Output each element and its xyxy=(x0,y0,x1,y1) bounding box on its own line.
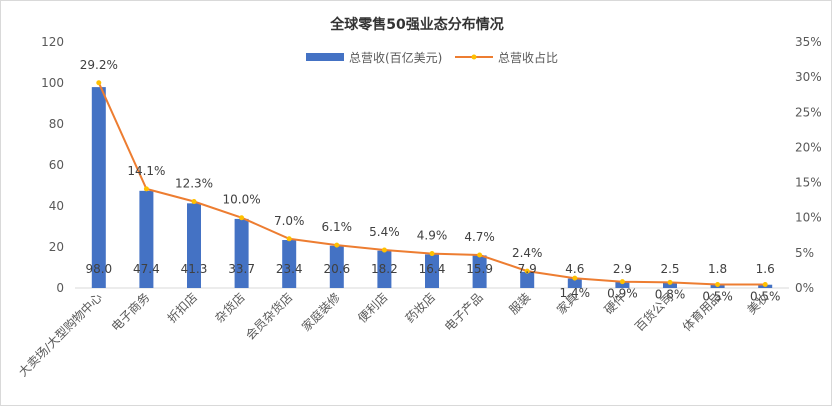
left-axis-tick-label: 60 xyxy=(49,158,64,172)
share-point xyxy=(239,215,245,221)
revenue-value-label: 23.4 xyxy=(276,262,303,276)
revenue-bar xyxy=(139,190,154,288)
bar-labels: 98.0 47.4 41.3 33.7 23.4 20.6 18.2 16.4 15.9 7.9 4… xyxy=(85,262,774,276)
revenue-bar xyxy=(425,254,439,288)
bars xyxy=(91,87,773,288)
share-point xyxy=(429,251,435,257)
revenue-value-label: 7.9 xyxy=(518,262,537,276)
revenue-value-label: 47.4 xyxy=(133,262,160,276)
share-point xyxy=(715,281,721,287)
share-point xyxy=(762,281,768,287)
share-value-label: 6.1% xyxy=(322,220,353,234)
legend-label-revenue: 总营收(百亿美元) xyxy=(349,50,442,65)
share-point xyxy=(334,242,340,248)
right-axis-tick-label: 5% xyxy=(795,246,814,260)
category-label: 电子产品 xyxy=(442,290,486,334)
left-axis-tick-label: 120 xyxy=(41,35,64,49)
right-axis-tick-label: 25% xyxy=(795,105,822,119)
share-value-label: 0.8% xyxy=(655,287,686,301)
left-axis-tick-label: 40 xyxy=(49,199,64,213)
share-value-label: 1.4% xyxy=(560,286,591,300)
left-axis-tick-label: 0 xyxy=(56,281,64,295)
right-axis-tick-label: 20% xyxy=(795,140,822,154)
share-line-series xyxy=(96,80,768,287)
left-axis-tick-label: 20 xyxy=(49,240,64,254)
right-axis: 0% 5% 10% 15% 20% 25% 30% 35% xyxy=(795,35,822,295)
revenue-bar xyxy=(187,203,201,288)
revenue-value-label: 15.9 xyxy=(466,262,493,276)
revenue-value-label: 1.8 xyxy=(708,262,727,276)
right-axis-tick-label: 0% xyxy=(795,281,814,295)
revenue-bar xyxy=(234,218,249,288)
share-value-label: 4.7% xyxy=(464,230,495,244)
category-label: 折扣店 xyxy=(164,290,200,326)
revenue-bar xyxy=(615,282,630,288)
category-label: 会员杂货店 xyxy=(242,290,295,343)
revenue-bar xyxy=(472,255,487,288)
category-label: 家庭装修 xyxy=(298,290,343,335)
revenue-value-label: 4.6 xyxy=(565,262,584,276)
category-label: 药妆店 xyxy=(403,290,438,325)
revenue-bar xyxy=(282,240,297,288)
share-value-label: 7.0% xyxy=(274,214,305,228)
revenue-bar xyxy=(567,278,582,288)
right-axis-tick-label: 35% xyxy=(795,35,822,49)
share-value-label: 0.9% xyxy=(607,287,638,301)
share-value-label: 0.5% xyxy=(702,289,733,303)
legend-swatch-share-marker xyxy=(471,54,477,60)
right-axis-tick-label: 30% xyxy=(795,70,822,84)
share-point xyxy=(667,279,673,285)
share-value-label: 5.4% xyxy=(369,225,400,239)
category-label: 服装 xyxy=(506,290,533,317)
share-value-label: 0.5% xyxy=(750,289,781,303)
right-axis-tick-label: 10% xyxy=(795,211,822,225)
category-label: 电子商务 xyxy=(108,290,153,335)
revenue-value-label: 18.2 xyxy=(371,262,398,276)
share-point xyxy=(96,80,102,86)
share-point xyxy=(143,186,149,192)
legend-swatch-revenue xyxy=(306,53,344,61)
legend-label-share: 总营收占比 xyxy=(498,50,558,65)
share-value-label: 2.4% xyxy=(512,246,543,260)
share-point xyxy=(381,247,387,253)
revenue-value-label: 98.0 xyxy=(85,262,112,276)
right-axis-tick-label: 15% xyxy=(795,176,822,190)
category-labels: 大卖场/大型购物中心 电子商务 折扣店 杂货店会员杂货店 家庭装修 便利店 药妆店 电子产品服… xyxy=(15,290,771,380)
revenue-value-label: 33.7 xyxy=(228,262,255,276)
revenue-bar xyxy=(377,250,392,288)
share-value-label: 12.3% xyxy=(175,177,213,191)
revenue-bar xyxy=(520,271,535,288)
chart-title: 全球零售50强业态分布情况 xyxy=(329,16,503,33)
share-point xyxy=(524,268,530,274)
share-point xyxy=(619,279,625,285)
left-axis-tick-label: 100 xyxy=(41,76,64,90)
share-labels: 29.2% 14.1% 12.3% 10.0% 7.0% 6.1% 5.4% 4.9% 4.7%… xyxy=(80,58,781,304)
revenue-value-label: 2.9 xyxy=(613,262,632,276)
left-axis: 0 20 40 60 80 100 120 xyxy=(41,35,64,295)
revenue-value-label: 41.3 xyxy=(181,262,208,276)
share-value-label: 14.1% xyxy=(127,164,165,178)
revenue-bar xyxy=(663,282,677,288)
revenue-value-label: 1.6 xyxy=(756,262,775,276)
category-label: 便利店 xyxy=(355,290,390,325)
share-value-label: 4.9% xyxy=(417,229,448,243)
share-point xyxy=(477,252,483,258)
legend: 总营收(百亿美元) 总营收占比 xyxy=(306,50,558,65)
share-value-label: 10.0% xyxy=(223,193,261,207)
category-label: 杂货店 xyxy=(212,290,248,326)
revenue-value-label: 2.5 xyxy=(660,262,679,276)
category-label: 大卖场/大型购物中心 xyxy=(15,290,105,380)
left-axis-tick-label: 80 xyxy=(49,117,64,131)
share-point xyxy=(191,199,197,205)
share-value-label: 29.2% xyxy=(80,58,118,72)
revenue-value-label: 20.6 xyxy=(323,262,350,276)
share-point xyxy=(572,275,578,281)
revenue-bar xyxy=(91,87,106,288)
revenue-value-label: 16.4 xyxy=(419,262,446,276)
share-point xyxy=(286,236,292,242)
revenue-bar xyxy=(329,245,344,288)
